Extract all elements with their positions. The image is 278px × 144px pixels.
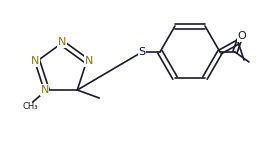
Text: N: N xyxy=(41,85,49,95)
Text: O: O xyxy=(238,31,246,41)
Text: N: N xyxy=(85,56,93,66)
Text: N: N xyxy=(58,37,66,47)
Text: CH₃: CH₃ xyxy=(23,102,38,111)
Text: N: N xyxy=(31,56,39,66)
Text: S: S xyxy=(138,47,146,57)
